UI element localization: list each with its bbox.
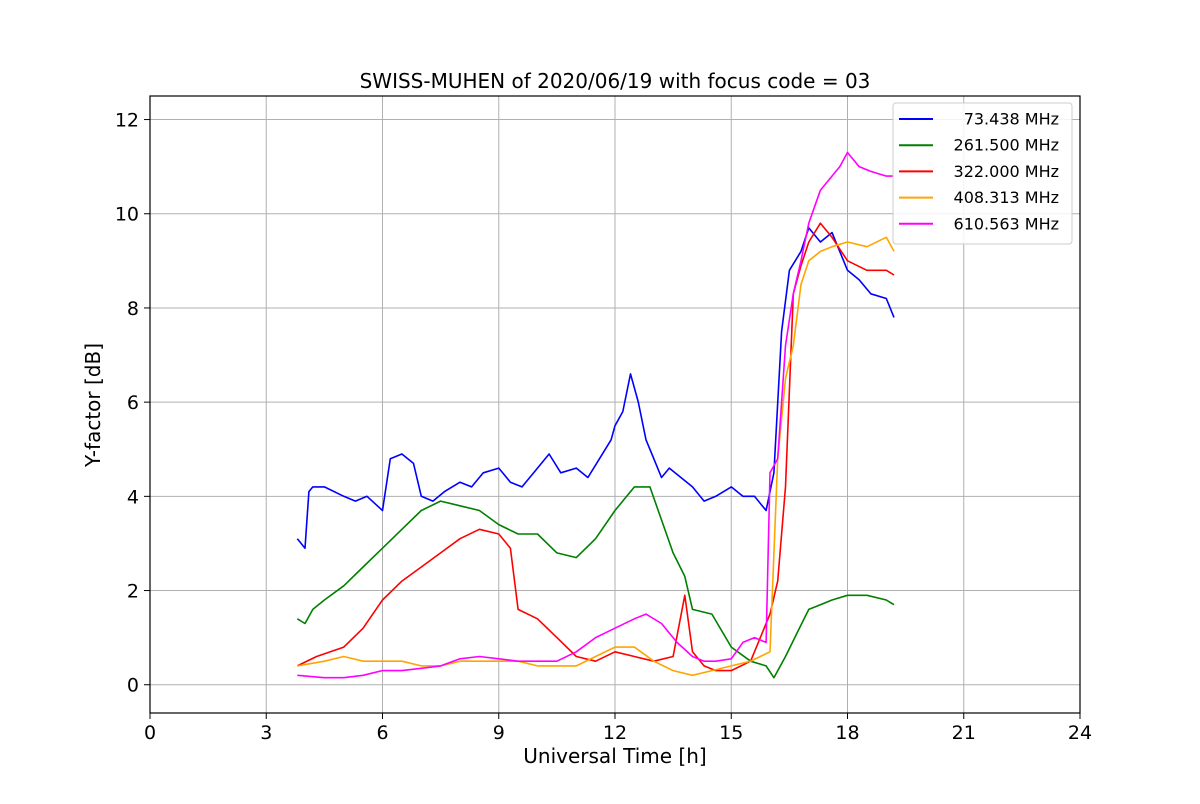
chart-title: SWISS-MUHEN of 2020/06/19 with focus cod… [360,69,871,93]
y-axis-label: Y-factor [dB] [81,343,105,468]
y-tick-label: 12 [115,110,139,132]
series-line [296,227,895,550]
x-tick-label: 18 [835,722,859,744]
y-tick-label: 10 [115,204,139,226]
x-tick-label: 6 [376,722,388,744]
x-tick-label: 24 [1068,722,1092,744]
x-tick-label: 9 [493,722,505,744]
x-tick-label: 3 [260,722,272,744]
x-tick-label: 21 [952,722,976,744]
legend-label: 610.563 MHz [954,214,1059,233]
x-tick-label: 15 [719,722,743,744]
series-line [296,486,895,679]
y-tick-label: 2 [127,581,139,603]
legend: 73.438 MHz 261.500 MHz 322.000 MHz 408.313 … [892,102,1073,245]
y-tick-label: 4 [127,486,139,508]
x-axis-label: Universal Time [h] [523,744,706,768]
legend-box [892,102,1073,245]
legend-label: 261.500 MHz [954,136,1059,155]
series-line [297,151,894,679]
y-tick-label: 0 [127,675,139,697]
x-tick-label: 12 [603,722,627,744]
legend-label: 73.438 MHz [964,110,1059,129]
series-group [296,151,895,679]
series-line [297,236,895,677]
y-tick-label: 6 [127,392,139,414]
legend-label: 408.313 MHz [954,188,1059,207]
x-tick-label: 0 [144,722,156,744]
y-tick-label: 8 [127,298,139,320]
legend-label: 322.000 MHz [954,162,1059,181]
